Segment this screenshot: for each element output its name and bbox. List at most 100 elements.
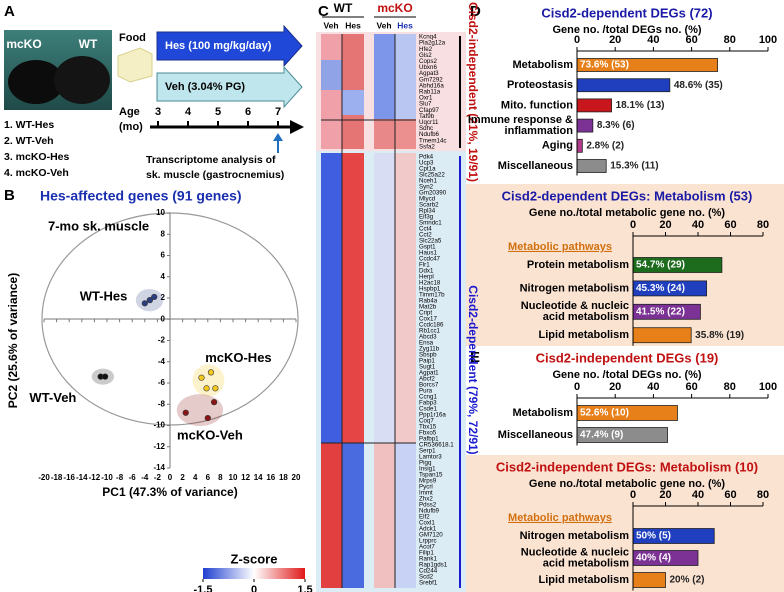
gene-label: Uqcr11 (419, 119, 439, 126)
y-tick-label: -14 (153, 463, 165, 472)
gene-label: Hspbp1 (419, 286, 441, 293)
series-label: WT-Hes (80, 289, 128, 304)
gene-label: Ccdc47 (419, 256, 441, 263)
gene-label: Ndufb6 (419, 131, 440, 138)
value-label: 35.8% (19) (695, 330, 744, 341)
gene-label: Abhd16a (419, 82, 444, 89)
legend-tick-label: -1.5 (194, 584, 213, 592)
x-tick-label: 60 (685, 381, 697, 393)
gene-label: Abcd3 (419, 334, 437, 341)
point (203, 385, 210, 392)
hes-label: Hes (100 mg/kg/day) (165, 40, 272, 52)
gene-label: Gspt1 (419, 244, 436, 251)
gene-label: Agpat3 (419, 70, 439, 77)
gene-label: Herpl (419, 274, 434, 281)
x-tick-label: 0 (574, 34, 580, 46)
gene-label: Srebf1 (419, 580, 438, 587)
x-tick-label: 100 (759, 381, 777, 393)
gene-label: Gm7292 (419, 76, 443, 83)
point (204, 414, 211, 422)
section-label: Metabolic pathways (508, 241, 612, 253)
age-tick-label: 7 (275, 106, 281, 118)
value-label: 18.1% (13) (616, 100, 665, 111)
gene-label: Cpt1a (419, 166, 436, 173)
gene-label: Timm17b (419, 292, 445, 299)
point (146, 297, 153, 304)
x-tick-label: 40 (647, 34, 659, 46)
x-tick-label: 18 (279, 473, 288, 482)
heat-block (374, 153, 395, 443)
x-tick-label: -18 (51, 473, 63, 482)
point (151, 293, 158, 301)
gene-label: Mrps9 (419, 478, 437, 485)
gene-label: Lrpprc (419, 538, 437, 545)
heat-block (395, 153, 416, 443)
age-unit: (mo) (119, 121, 143, 133)
age-label: Age (119, 106, 140, 118)
gene-label: Insig1 (419, 466, 436, 473)
chart-title: Cisd2-dependent DEGs: Metabolism (53) (502, 188, 753, 203)
gene-label: Pura (419, 388, 433, 395)
gene-label: GM7120 (419, 532, 443, 539)
panel-label: E (470, 349, 480, 366)
y-tick-label: -10 (153, 421, 165, 430)
gene-label: Cd244 (419, 568, 438, 575)
point (182, 409, 189, 416)
gene-label: Rab4a (419, 298, 438, 305)
y-tick-label: -4 (158, 357, 166, 366)
bar (576, 78, 671, 93)
gene-label: Acot7 (419, 544, 435, 551)
x-axis-label: Gene no./total metabolic gene no. (%) (529, 207, 726, 219)
x-tick-label: 4 (193, 473, 198, 482)
gene-label: Kcnq4 (419, 34, 437, 41)
value-label: 15.3% (11) (610, 161, 658, 172)
value-label: 52.6% (10) (580, 408, 629, 419)
gene-label: Zyg11b (419, 346, 440, 353)
bar (576, 98, 612, 113)
x-tick-label: 100 (759, 34, 777, 46)
series-label: WT-Veh (29, 390, 76, 405)
point (211, 399, 218, 406)
gene-label: Pafbp1 (419, 436, 439, 443)
gene-label: Cops2 (419, 58, 437, 65)
gene-label: Gm20390 (419, 190, 447, 197)
x-tick-label: -8 (116, 473, 124, 482)
x-tick-label: -12 (89, 473, 101, 482)
panel-label: C (318, 3, 329, 20)
age-tick-label: 5 (215, 106, 221, 118)
gene-label: Rpl34 (419, 208, 436, 215)
category-label: Miscellaneous (498, 429, 573, 441)
photo-label: WT (79, 37, 98, 51)
category-label: acid metabolism (543, 557, 629, 569)
heatmap (321, 34, 416, 588)
category-label: Lipid metabolism (539, 329, 630, 341)
point (198, 374, 205, 381)
gene-label: Adck1 (419, 526, 437, 533)
gene-label: Ppp1r16a (419, 412, 446, 419)
section-label: Metabolic pathways (508, 512, 612, 524)
x-tick-label: 6 (206, 473, 211, 482)
bar (576, 138, 583, 153)
x-tick-label: 60 (685, 34, 697, 46)
column-label: Veh (376, 20, 391, 30)
food-icon (117, 47, 153, 83)
legend-title: Z-score (231, 551, 278, 566)
value-label: 41.5% (22) (636, 306, 685, 317)
panel-label: D (470, 3, 481, 20)
analysis-label: sk. muscle (gastrocnemius) (146, 169, 284, 181)
gene-label: Rab11a (419, 89, 441, 96)
point (207, 369, 215, 376)
category-label: Aging (542, 140, 573, 152)
gene-label: Cct2 (419, 232, 432, 239)
gene-label: Sdhc (419, 125, 433, 132)
gene-label: Flr1 (419, 262, 430, 269)
gene-label: Filip1 (419, 550, 434, 557)
x-tick-label: -14 (76, 473, 88, 482)
x-axis-label: Gene no./total metabolic gene no. (%) (529, 478, 726, 490)
gene-label: Ccng1 (419, 394, 437, 401)
gene-label: Serp1 (419, 448, 436, 455)
gene-label: Coxl1 (419, 520, 435, 527)
gene-label: Ubxn6 (419, 64, 437, 71)
x-tick-label: 0 (630, 219, 636, 231)
